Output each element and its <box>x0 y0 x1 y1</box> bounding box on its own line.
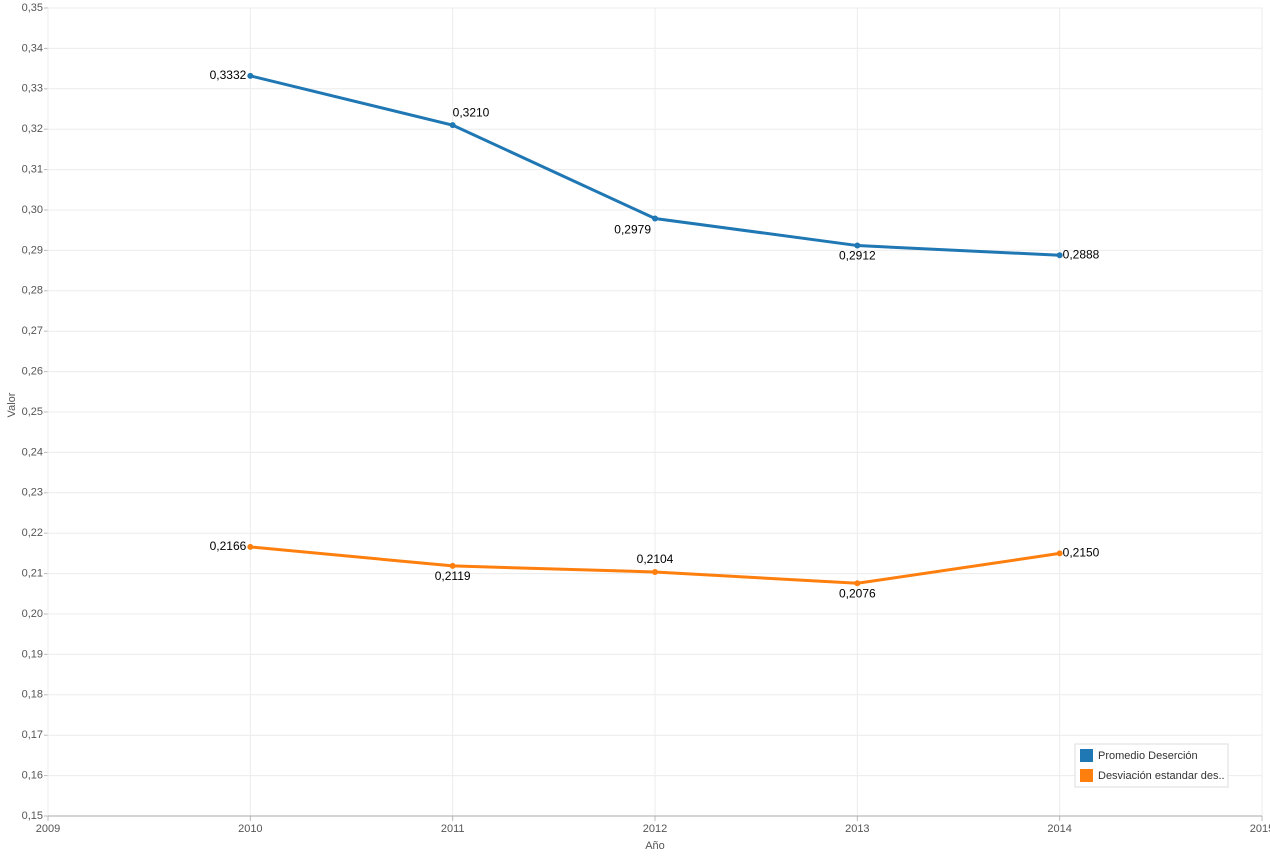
y-tick-label: 0,23 <box>22 487 43 499</box>
y-tick-label: 0,17 <box>22 729 43 741</box>
legend-swatch <box>1080 769 1093 782</box>
x-tick-label: 2012 <box>643 823 667 835</box>
y-tick-label: 0,30 <box>22 204 43 216</box>
x-axis-label: Año <box>645 840 665 852</box>
y-axis-label: Valor <box>6 392 18 417</box>
data-label: 0,2104 <box>637 552 674 566</box>
y-tick-label: 0,19 <box>22 648 43 660</box>
point <box>854 242 861 249</box>
data-label: 0,2119 <box>435 569 471 583</box>
y-tick-label: 0,16 <box>22 770 43 782</box>
data-label: 0,3332 <box>210 68 247 82</box>
point <box>652 568 658 575</box>
point <box>1056 252 1063 259</box>
point <box>247 543 254 550</box>
data-label: 0,2076 <box>839 586 876 600</box>
point <box>854 580 861 587</box>
y-tick-label: 0,20 <box>22 608 43 620</box>
data-label: 0,2166 <box>210 539 247 553</box>
data-label: 0,3210 <box>453 105 490 119</box>
y-tick-label: 0,27 <box>22 325 43 337</box>
point <box>449 122 456 129</box>
x-tick-label: 2015 <box>1250 823 1270 835</box>
x-tick-label: 2013 <box>845 823 869 835</box>
x-tick-label: 2010 <box>238 823 262 835</box>
point <box>247 72 254 79</box>
data-label: 0,2912 <box>839 249 876 263</box>
legend-box <box>1074 743 1229 788</box>
legend-label: Desviación estandar des.. <box>1098 770 1225 782</box>
legend-label: Promedio Deserción <box>1098 750 1198 762</box>
y-tick-label: 0,31 <box>22 164 43 176</box>
y-tick-label: 0,21 <box>22 568 43 580</box>
y-tick-label: 0,22 <box>22 527 43 539</box>
y-tick-label: 0,26 <box>22 366 43 378</box>
legend-swatch <box>1080 749 1093 762</box>
point <box>652 215 658 222</box>
y-tick-label: 0,18 <box>22 689 43 701</box>
point <box>449 562 456 569</box>
y-tick-label: 0,33 <box>22 83 43 95</box>
data-label: 0,2979 <box>614 223 651 237</box>
y-tick-label: 0,29 <box>22 244 43 256</box>
data-label: 0,2888 <box>1063 247 1100 261</box>
y-tick-label: 0,35 <box>22 2 43 14</box>
y-tick-label: 0,24 <box>22 446 43 458</box>
data-label: 0,2150 <box>1063 546 1100 560</box>
x-tick-label: 2011 <box>441 823 465 835</box>
y-tick-label: 0,15 <box>22 810 43 822</box>
y-tick-label: 0,34 <box>22 42 43 54</box>
x-tick-label: 2014 <box>1047 823 1071 835</box>
x-tick-label: 2009 <box>36 823 60 835</box>
y-tick-label: 0,25 <box>22 406 43 418</box>
y-tick-label: 0,28 <box>22 285 43 297</box>
point <box>1056 550 1063 557</box>
y-tick-label: 0,32 <box>22 123 43 135</box>
